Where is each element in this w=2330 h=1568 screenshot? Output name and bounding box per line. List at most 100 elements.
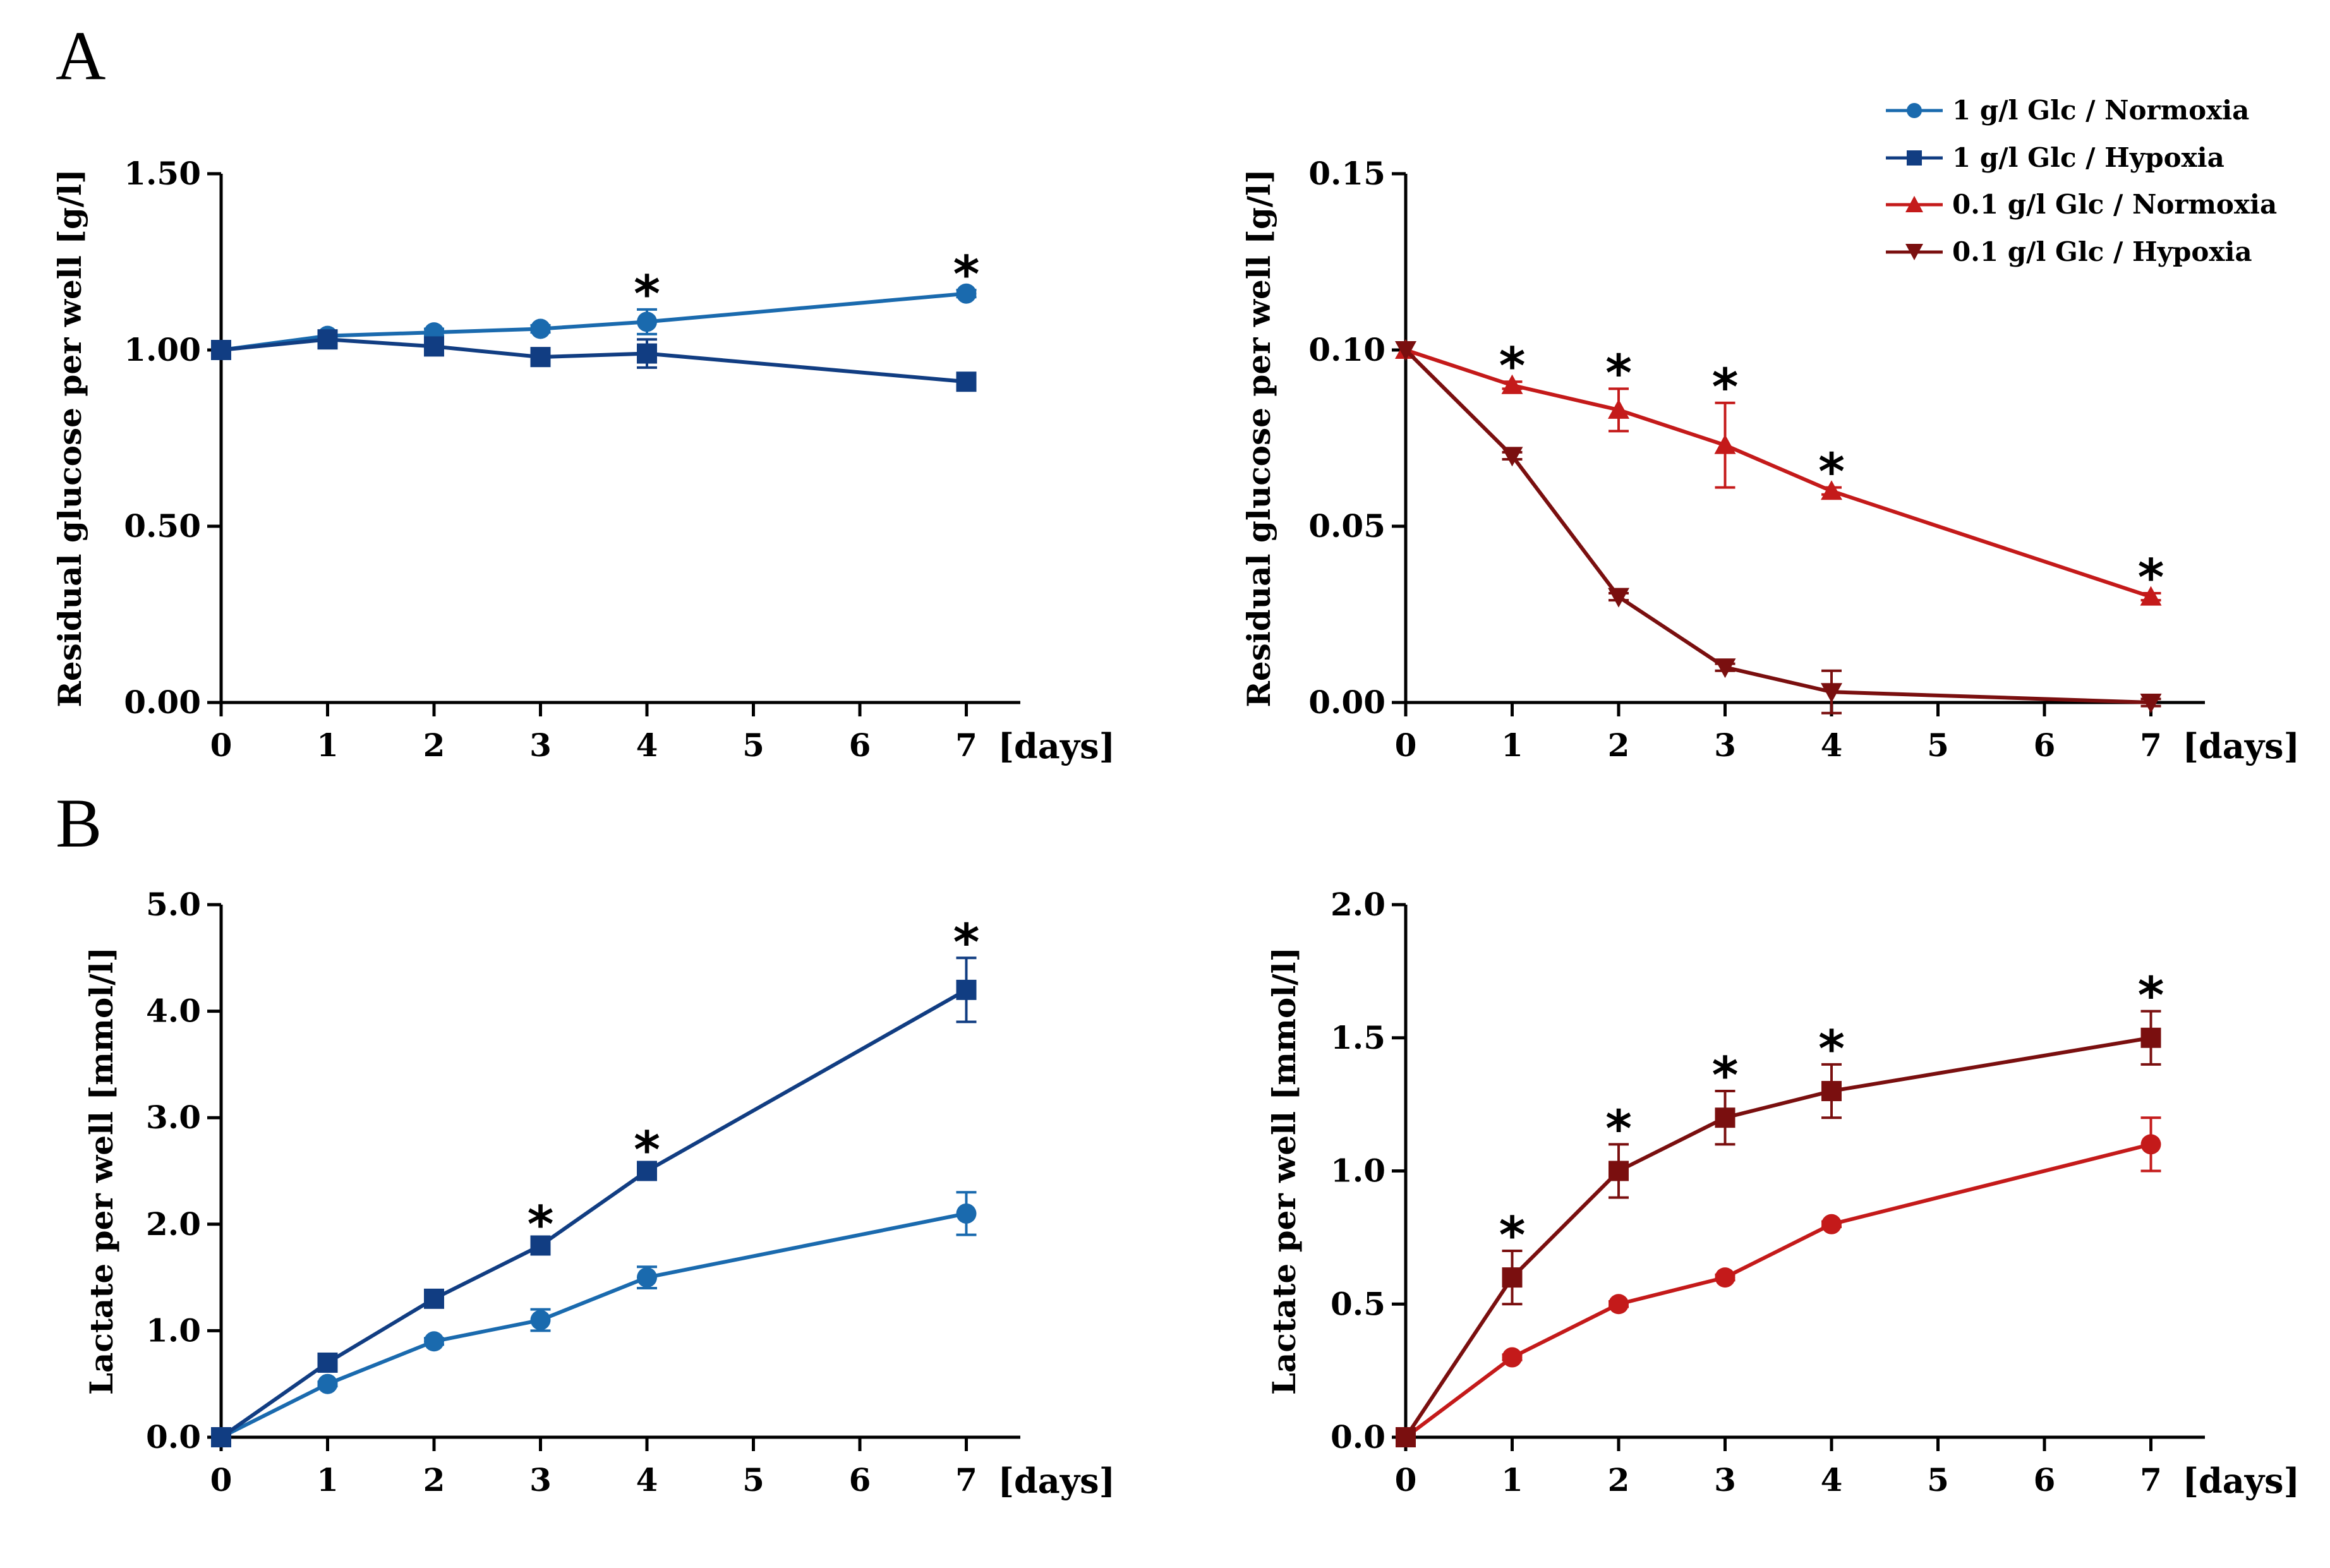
y-tick-label: 2.0 xyxy=(146,1205,201,1243)
data-point-marker xyxy=(1609,1161,1629,1181)
chart-lactate-1g: 0.0 1.0 2.0 3.0 4.0 5.0 0 1 2 3 4 5 6 7 [days] Lactate … xyxy=(83,886,1115,1501)
significance-star: * xyxy=(528,1195,554,1254)
data-point-marker xyxy=(317,329,338,350)
y-tick-label: 0.50 xyxy=(124,507,201,545)
series-line xyxy=(220,1211,967,1439)
x-tick-label: 1 xyxy=(317,1461,339,1499)
significance-star: * xyxy=(953,913,980,972)
data-point-marker xyxy=(530,1310,551,1330)
legend-item-01g-normoxia: 0.1 g/l Glc / Normoxia xyxy=(1886,189,2277,220)
y-tick-label: 1.0 xyxy=(1331,1152,1385,1190)
x-axis-label: [days] xyxy=(998,726,1116,766)
significance-star: * xyxy=(634,265,660,323)
series-line xyxy=(220,337,967,384)
significance-star: * xyxy=(1605,1099,1632,1158)
y-tick-label: 4.0 xyxy=(146,992,201,1030)
x-tick-label: 6 xyxy=(849,727,871,764)
x-tick-label: 7 xyxy=(2140,1461,2162,1499)
x-tick-label: 6 xyxy=(2034,1461,2056,1499)
x-tick-label: 3 xyxy=(1714,1461,1736,1499)
y-tick-label: 1.00 xyxy=(124,331,201,368)
data-point-marker xyxy=(1502,1347,1523,1368)
x-tick-label: 4 xyxy=(1821,1461,1843,1499)
x-tick-label: 0 xyxy=(1395,1461,1417,1499)
data-point-marker xyxy=(317,1373,338,1394)
x-tick-label: 5 xyxy=(1927,727,1949,764)
legend-item-1g-normoxia: 1 g/l Glc / Normoxia xyxy=(1886,95,2249,126)
data-point-marker xyxy=(1714,434,1736,454)
legend-item-01g-hypoxia: 0.1 g/l Glc / Hypoxia xyxy=(1886,236,2252,267)
x-tick-label: 5 xyxy=(1927,1461,1949,1499)
x-tick-label: 6 xyxy=(2034,727,2056,764)
data-point-marker xyxy=(1608,588,1629,608)
legend-label: 1 g/l Glc / Normoxia xyxy=(1952,95,2249,126)
data-point-marker xyxy=(956,979,977,1000)
data-point-marker xyxy=(637,1161,657,1181)
data-point-marker xyxy=(1821,683,1842,703)
data-point-marker xyxy=(1715,1107,1735,1128)
x-tick-label: 2 xyxy=(1608,727,1630,764)
data-point-marker xyxy=(956,371,977,392)
x-tick-label: 4 xyxy=(1821,727,1843,764)
panel-label-b: B xyxy=(56,785,102,862)
x-tick-label: 7 xyxy=(955,727,977,764)
data-point-marker xyxy=(637,343,657,364)
legend-label: 0.1 g/l Glc / Hypoxia xyxy=(1952,236,2252,267)
y-axis-title: Lactate per well [mmol/l] xyxy=(83,947,120,1395)
data-point-marker xyxy=(956,1203,977,1224)
significance-star: * xyxy=(1712,358,1739,417)
significance-star: * xyxy=(2138,548,2164,607)
legend: 1 g/l Glc / Normoxia 1 g/l Glc / Hypoxia… xyxy=(1886,95,2277,267)
panel-label-a: A xyxy=(56,17,106,94)
y-axis-title: Lactate per well [mmol/l] xyxy=(1265,947,1303,1395)
y-tick-label: 0.5 xyxy=(1331,1285,1385,1322)
significance-star: * xyxy=(953,245,980,304)
series-line xyxy=(220,291,967,352)
series-2 xyxy=(211,329,977,392)
x-tick-label: 5 xyxy=(742,1461,764,1499)
data-point-marker xyxy=(424,336,444,357)
series-line xyxy=(1404,1035,2151,1438)
significance-star: * xyxy=(1712,1046,1739,1105)
legend-item-1g-hypoxia: 1 g/l Glc / Hypoxia xyxy=(1886,142,2224,173)
data-point-marker xyxy=(211,340,231,360)
data-point-marker xyxy=(1608,399,1629,419)
significance-star: * xyxy=(2138,967,2164,1025)
x-tick-label: 0 xyxy=(1395,727,1417,764)
data-point-marker xyxy=(530,347,551,368)
significance-star: * xyxy=(1818,443,1845,502)
data-point-marker xyxy=(211,1427,231,1447)
data-point-marker xyxy=(1715,1267,1735,1288)
legend-label: 1 g/l Glc / Hypoxia xyxy=(1952,142,2224,173)
series-1 xyxy=(1396,1116,2161,1447)
x-tick-label: 1 xyxy=(1501,727,1523,764)
data-point-marker xyxy=(2140,586,2162,606)
y-axis-title: Residual glucose per well [g/l] xyxy=(51,169,88,707)
y-tick-label: 1.0 xyxy=(146,1312,201,1349)
y-tick-label: 0.05 xyxy=(1308,507,1385,545)
data-point-marker xyxy=(1821,480,1842,500)
data-point-marker xyxy=(1395,341,1416,361)
x-tick-label: 3 xyxy=(529,1461,552,1499)
significance-star: * xyxy=(1499,337,1526,395)
series-2 xyxy=(211,956,977,1447)
series-line xyxy=(1404,348,2151,704)
y-tick-label: 0.0 xyxy=(146,1418,201,1456)
legend-marker-triangle-down xyxy=(1905,244,1923,260)
data-point-marker xyxy=(530,318,551,339)
data-point-marker xyxy=(424,1288,444,1309)
y-tick-label: 0.00 xyxy=(1308,684,1385,721)
y-tick-label: 0.0 xyxy=(1331,1418,1385,1456)
x-tick-label: 0 xyxy=(210,1461,232,1499)
legend-marker-square xyxy=(1907,150,1922,166)
x-tick-label: 2 xyxy=(423,727,445,764)
x-tick-label: 7 xyxy=(2140,727,2162,764)
x-tick-label: 1 xyxy=(1501,1461,1523,1499)
data-point-marker xyxy=(1821,1214,1842,1234)
series-line xyxy=(1405,348,2152,599)
data-point-marker xyxy=(1501,447,1523,467)
y-tick-label: 0.15 xyxy=(1308,155,1385,192)
significance-star: * xyxy=(634,1121,660,1179)
significance-star: * xyxy=(1818,1020,1845,1078)
series-1 xyxy=(211,1191,977,1447)
